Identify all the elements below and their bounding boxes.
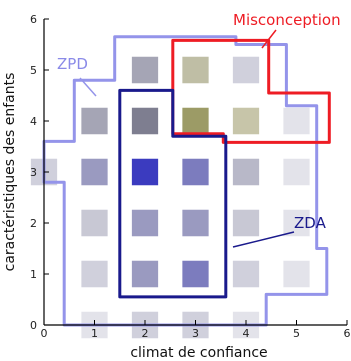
heatmap-cell-27 bbox=[232, 56, 260, 84]
zda-label: ZDA bbox=[294, 214, 327, 232]
region-misconception-outline bbox=[171, 38, 331, 144]
heatmap-cell-18 bbox=[232, 158, 260, 186]
ticks-layer: 0 1 2 3 4 5 6 0 1 2 3 4 5 6 bbox=[30, 13, 351, 340]
heatmap-cell-26 bbox=[182, 56, 209, 84]
heatmap-cell-10 bbox=[131, 209, 159, 237]
misconception-leader-line bbox=[261, 29, 277, 49]
heatmap-cell-4 bbox=[81, 260, 108, 288]
x-tick-label-4: 4 bbox=[243, 327, 250, 340]
x-tick-label-2: 2 bbox=[142, 327, 149, 340]
heatmap-cell-8 bbox=[283, 260, 310, 288]
heatmap-cell-22 bbox=[182, 107, 209, 135]
heatmap-cell-12 bbox=[232, 209, 260, 237]
y-tick-label-5: 5 bbox=[30, 64, 37, 77]
x-tick-label-1: 1 bbox=[91, 327, 98, 340]
zda-leader-line bbox=[232, 231, 295, 248]
heatmap-cell-16 bbox=[131, 158, 159, 186]
zpd-leader-line bbox=[79, 77, 97, 97]
y-tick-label-4: 4 bbox=[30, 115, 37, 128]
heatmap-cell-21 bbox=[131, 107, 159, 135]
x-tick-label-0: 0 bbox=[41, 327, 48, 340]
zpd-label: ZPD bbox=[57, 55, 88, 73]
heatmap-cell-17 bbox=[182, 158, 209, 186]
y-tick-label-3: 3 bbox=[30, 166, 37, 179]
heatmap-cell-19 bbox=[283, 158, 310, 186]
y-tick-label-6: 6 bbox=[30, 13, 37, 26]
heatmap-cell-9 bbox=[81, 209, 108, 237]
misconception-label: Misconception bbox=[233, 11, 341, 29]
heatmap-cell-24 bbox=[283, 107, 310, 135]
heatmap-cell-6 bbox=[182, 260, 209, 288]
heatmap-cell-7 bbox=[232, 260, 260, 288]
y-tick-label-2: 2 bbox=[30, 217, 37, 230]
x-tick-label-6: 6 bbox=[344, 327, 351, 340]
heatmap-cell-5 bbox=[131, 260, 159, 288]
y-axis-title: caractéristiques des enfants bbox=[2, 73, 18, 272]
heatmap-cell-11 bbox=[182, 209, 209, 237]
heatmap-cell-13 bbox=[283, 209, 310, 237]
x-axis-title: climat de confiance bbox=[130, 345, 267, 361]
heatmap-cell-20 bbox=[81, 107, 108, 135]
x-tick-label-5: 5 bbox=[293, 327, 300, 340]
heatmap-cell-25 bbox=[131, 56, 159, 84]
y-tick-label-0: 0 bbox=[30, 319, 37, 332]
cells-layer bbox=[30, 56, 310, 339]
heatmap-cell-15 bbox=[81, 158, 108, 186]
heatmap-cell-23 bbox=[232, 107, 260, 135]
y-tick-label-1: 1 bbox=[30, 268, 37, 281]
region-zda-outline bbox=[118, 88, 228, 299]
x-tick-label-3: 3 bbox=[192, 327, 199, 340]
